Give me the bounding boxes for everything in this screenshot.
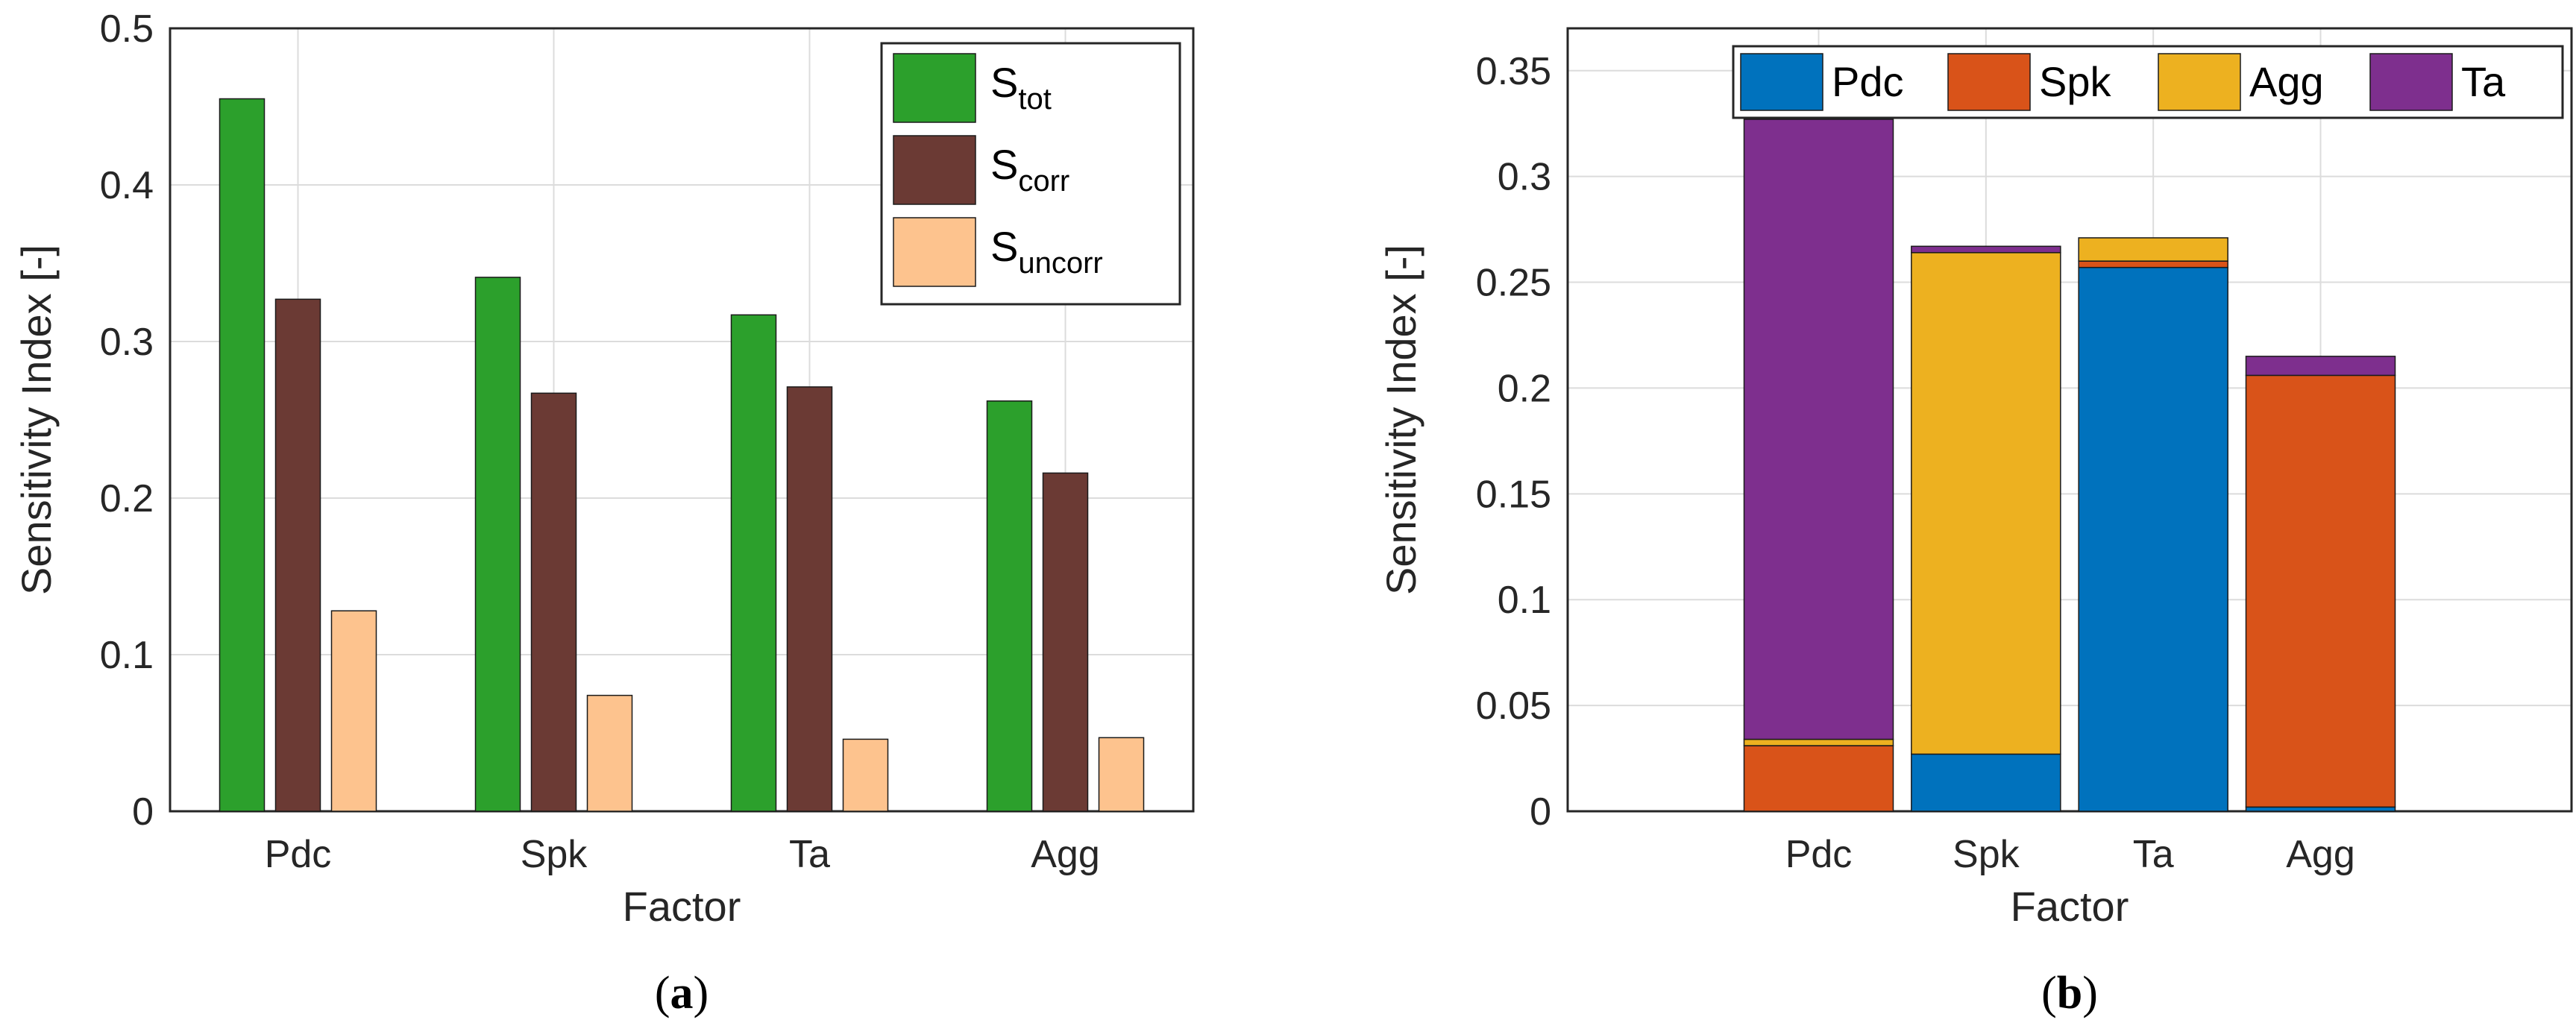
chart-b-y-tick-label: 0 [1530, 790, 1551, 834]
chart-a-bars [219, 98, 1145, 812]
chart-b-x-axis-label: Factor [2011, 883, 2129, 930]
chart-a-caption: (a) [655, 968, 709, 1019]
chart-b-legend-entry: Pdc [1832, 58, 1904, 105]
chart-a-y-tick-labels: 0 0.1 0.2 0.3 0.4 0.5 [100, 7, 154, 834]
chart-a-bar-uncorr-agg [1098, 737, 1145, 812]
chart-b-bar-ta-agg [2245, 356, 2396, 377]
chart-b-legend-entry: Spk [2039, 58, 2111, 105]
chart-a-x-tick-label: Pdc [265, 833, 332, 876]
chart-a-legend-entry: Suncorr [990, 223, 1103, 280]
chart-b-caption: (b) [2041, 968, 2098, 1019]
chart-b-y-tick-labels: 0 0.05 0.1 0.15 0.2 0.25 0.3 0.35 [1476, 50, 1551, 834]
chart-a-x-axis-label: Factor [623, 883, 741, 930]
chart-a-y-tick-label: 0.1 [100, 634, 154, 677]
chart-b-bar-pdc-spk [1911, 753, 2061, 812]
chart-a-plot-area [169, 27, 1195, 813]
chart-a-bar-uncorr-pdc [330, 610, 377, 812]
chart-b-bar-agg-spk [1911, 252, 2061, 755]
chart-a-legend-swatch [893, 217, 976, 287]
chart-b-x-tick-label: Agg [2286, 833, 2355, 876]
chart-a-bar-corr-pdc [274, 298, 321, 812]
chart-b-legend-swatch [1947, 53, 2031, 111]
chart-b-y-tick-label: 0.35 [1476, 50, 1551, 93]
chart-b-plot-area [1566, 27, 2573, 813]
chart-b-legend-entry: Ta [2461, 58, 2506, 105]
chart-a-legend: Stot Scorr Suncorr [880, 42, 1181, 306]
chart-b-legend-swatch [2158, 53, 2241, 111]
chart-b-bar-spk-pdc [1743, 745, 1894, 812]
chart-b-bar-pdc-agg [2245, 806, 2396, 812]
chart-b-legend-entry: Agg [2249, 58, 2324, 105]
chart-b-bar-spk-ta [2078, 260, 2228, 268]
chart-a-bar-corr-agg [1042, 472, 1089, 812]
chart-b-bar-agg-ta [2078, 237, 2228, 262]
chart-b-x-tick-label: Pdc [1785, 833, 1853, 876]
chart-a-y-tick-label: 0.4 [100, 164, 154, 207]
chart-a-legend-entry: Stot [990, 59, 1052, 116]
chart-a-y-tick-label: 0.3 [100, 321, 154, 364]
chart-b-y-tick-label: 0.15 [1476, 473, 1551, 516]
chart-a-legend-entry: Scorr [990, 141, 1069, 198]
chart-b-y-tick-label: 0.25 [1476, 262, 1551, 305]
chart-a-bar-tot-ta [730, 314, 777, 812]
chart-a: 0 0.1 0.2 0.3 0.4 0.5 Pdc Spk Ta Agg Factor Sens… [13, 7, 1195, 1019]
chart-b-y-tick-label: 0.3 [1498, 156, 1551, 199]
chart-b-y-tick-label: 0.2 [1498, 367, 1551, 410]
chart-b-legend-swatch [2369, 53, 2453, 111]
chart-b-y-tick-label: 0.05 [1476, 684, 1551, 728]
chart-a-x-tick-label: Agg [1031, 833, 1100, 876]
chart-b-legend-swatch [1740, 53, 1823, 111]
chart-b-gridlines [1568, 28, 2572, 812]
chart-a-x-tick-label: Ta [789, 833, 830, 876]
chart-b-bar-ta-spk [1911, 245, 2061, 254]
chart-b-bar-pdc-ta [2078, 266, 2228, 812]
chart-a-y-axis-label: Sensitivity Index [-] [13, 245, 60, 595]
chart-a-y-tick-label: 0 [132, 790, 154, 834]
chart-a-bar-tot-pdc [219, 98, 266, 812]
chart-a-bar-corr-ta [786, 386, 833, 812]
chart-a-bar-uncorr-spk [586, 694, 633, 812]
chart-b-bar-agg-pdc [1743, 738, 1894, 746]
chart-b-x-tick-label: Spk [1953, 833, 2020, 876]
chart-a-y-tick-label: 0.5 [100, 7, 154, 51]
chart-a-bar-tot-spk [474, 277, 521, 812]
chart-a-bar-corr-spk [530, 392, 577, 812]
chart-a-bar-tot-agg [986, 400, 1033, 812]
chart-b-bar-ta-pdc [1743, 119, 1894, 740]
chart-a-bar-uncorr-ta [842, 738, 889, 812]
chart-b-bar-spk-agg [2245, 374, 2396, 808]
chart-b-y-axis-label: Sensitivity Index [-] [1377, 245, 1424, 595]
chart-a-x-tick-labels: Pdc Spk Ta Agg [265, 833, 1100, 876]
chart-a-legend-swatch [893, 135, 976, 205]
chart-b-legend: Pdc Spk Agg Ta [1732, 45, 2564, 119]
chart-b-x-tick-label: Ta [2133, 833, 2174, 876]
chart-b-bars [1743, 119, 2396, 812]
chart-b-x-tick-labels: Pdc Spk Ta Agg [1785, 833, 2355, 876]
chart-a-y-tick-label: 0.2 [100, 477, 154, 520]
chart-a-legend-swatch [893, 53, 976, 123]
chart-b: 0 0.05 0.1 0.15 0.2 0.25 0.3 0.35 Pdc Spk Ta Agg F… [1377, 27, 2573, 1019]
chart-a-x-tick-label: Spk [521, 833, 588, 876]
chart-b-y-tick-label: 0.1 [1498, 579, 1551, 622]
